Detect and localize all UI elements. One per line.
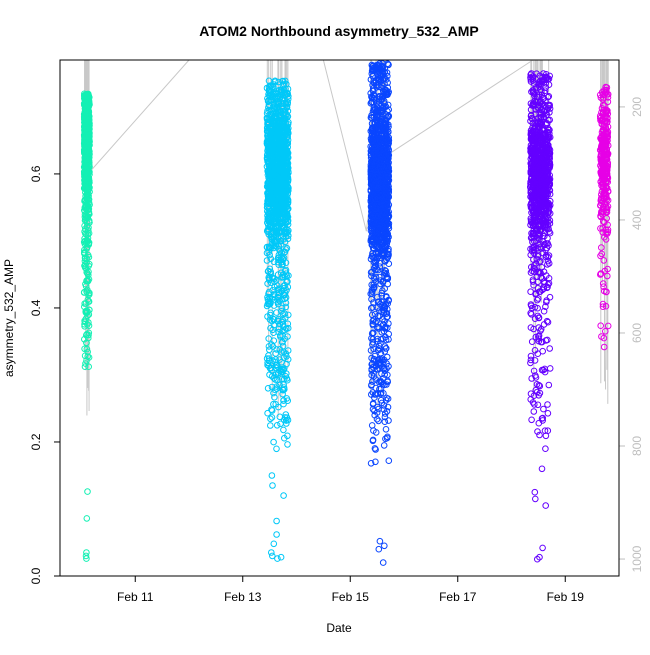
chart-title: ATOM2 Northbound asymmetry_532_AMP [199,23,479,39]
x-axis-label: Date [326,621,352,635]
y-axis-label: asymmetry_532_AMP [2,259,16,377]
